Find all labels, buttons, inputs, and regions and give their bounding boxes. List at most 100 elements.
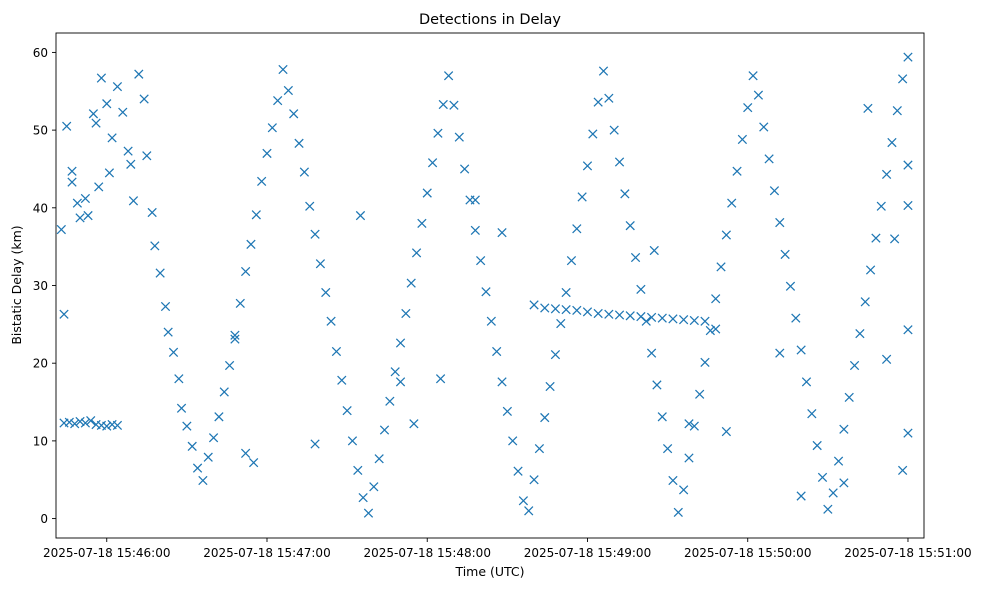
data-point xyxy=(476,255,486,266)
y-axis-label: Bistatic Delay (km) xyxy=(9,225,24,344)
data-point xyxy=(251,210,261,220)
data-point xyxy=(278,64,288,75)
data-point xyxy=(198,475,208,486)
data-point xyxy=(839,424,849,434)
data-point xyxy=(427,158,438,168)
data-point xyxy=(662,444,673,454)
data-point xyxy=(524,506,534,516)
data-point xyxy=(839,478,849,488)
data-point xyxy=(887,137,897,148)
y-tick-label: 20 xyxy=(33,357,48,371)
data-point xyxy=(395,338,406,348)
data-point xyxy=(855,329,865,339)
data-point xyxy=(636,284,646,295)
data-point xyxy=(497,228,507,238)
data-point xyxy=(337,375,347,385)
data-point xyxy=(791,313,801,323)
data-point xyxy=(168,347,179,357)
data-point xyxy=(540,412,550,423)
data-point xyxy=(240,448,251,458)
y-axis-ticks: 0 10 20 30 40 50 60 xyxy=(33,46,56,526)
data-point xyxy=(561,287,571,298)
data-point xyxy=(743,102,753,113)
data-point xyxy=(486,316,496,326)
data-point xyxy=(828,488,838,498)
data-point xyxy=(248,457,259,468)
data-point xyxy=(865,265,876,275)
data-point xyxy=(67,166,77,176)
data-point xyxy=(75,416,85,427)
data-point xyxy=(139,94,149,104)
data-point xyxy=(593,308,603,319)
data-point xyxy=(620,189,630,199)
data-point xyxy=(598,66,609,76)
data-point xyxy=(395,377,406,387)
x-axis-label: Time (UTC) xyxy=(454,564,524,579)
data-point xyxy=(112,420,123,430)
data-point xyxy=(657,313,667,323)
data-point xyxy=(342,405,352,416)
data-point xyxy=(155,268,165,278)
x-tick-label: 2025-07-18 15:46:00 xyxy=(43,546,170,560)
data-point xyxy=(104,168,115,178)
data-point xyxy=(673,507,683,518)
data-point xyxy=(240,266,251,277)
data-point xyxy=(88,109,99,119)
data-point xyxy=(796,345,806,355)
chart-title: Detections in Delay xyxy=(419,12,561,28)
data-point xyxy=(443,71,454,81)
data-point xyxy=(572,224,582,234)
x-tick-label: 2025-07-18 15:48:00 xyxy=(364,546,491,560)
data-point xyxy=(652,380,662,390)
y-tick-label: 50 xyxy=(33,124,48,138)
data-point xyxy=(689,315,699,326)
data-point xyxy=(273,95,283,106)
data-point xyxy=(678,315,689,325)
data-point xyxy=(454,132,464,142)
data-point xyxy=(64,417,74,427)
data-point xyxy=(721,230,732,240)
data-point xyxy=(689,421,699,431)
data-point xyxy=(529,300,539,310)
data-point xyxy=(128,196,139,206)
data-point xyxy=(187,441,197,451)
data-point xyxy=(347,436,358,446)
data-point xyxy=(230,334,240,344)
data-point xyxy=(705,325,715,336)
data-point xyxy=(224,360,235,371)
data-point xyxy=(636,311,646,322)
data-point xyxy=(561,304,571,315)
data-point xyxy=(577,192,587,202)
data-point xyxy=(267,123,277,133)
data-point xyxy=(160,301,171,312)
y-tick-label: 60 xyxy=(33,46,48,60)
data-point xyxy=(801,377,812,387)
data-point xyxy=(582,161,593,171)
data-point xyxy=(556,318,566,329)
data-point xyxy=(534,444,545,454)
data-point xyxy=(903,428,913,438)
data-point xyxy=(876,201,886,211)
data-point xyxy=(849,360,860,371)
data-point xyxy=(83,210,93,221)
data-point xyxy=(748,71,758,81)
data-point xyxy=(449,100,459,110)
data-point xyxy=(118,107,128,117)
data-point xyxy=(732,166,742,176)
data-point xyxy=(572,305,582,316)
data-point xyxy=(711,294,721,304)
data-point xyxy=(518,496,529,506)
data-point xyxy=(219,387,229,397)
data-point xyxy=(150,241,160,251)
data-point xyxy=(678,485,689,495)
data-point xyxy=(70,419,80,429)
data-point xyxy=(80,193,91,204)
data-point xyxy=(94,182,104,192)
data-point xyxy=(903,325,913,335)
data-point xyxy=(56,224,66,235)
data-point xyxy=(470,195,480,205)
data-point xyxy=(903,52,913,62)
data-point xyxy=(497,377,507,387)
